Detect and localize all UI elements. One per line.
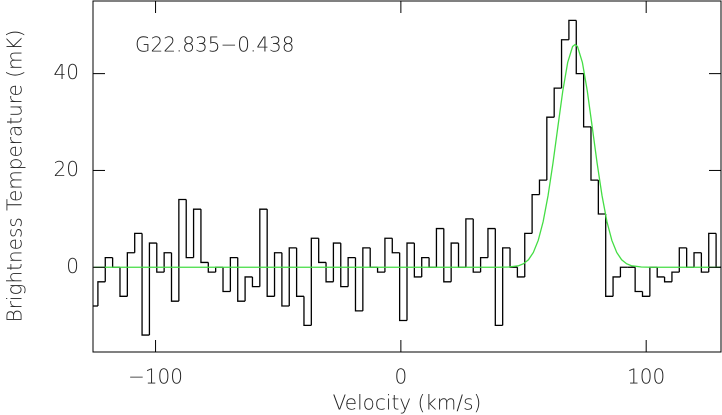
spectrum-step	[281, 252, 290, 307]
spectrum-step	[347, 256, 356, 287]
spectrum-step	[266, 209, 275, 297]
spectrum-step	[457, 243, 466, 268]
x-tick-label: 0	[395, 365, 408, 389]
spectrum-step	[560, 39, 569, 89]
spectrum-step	[178, 198, 187, 302]
spectrum-step	[619, 266, 628, 277]
spectrum-step	[413, 243, 422, 278]
spectrum-step	[134, 232, 143, 253]
spectrum-step	[509, 247, 518, 268]
spectrum-step	[708, 232, 717, 273]
fit-line	[94, 43, 720, 268]
spectrum-step	[318, 238, 327, 264]
y-tick-label: 0	[66, 254, 79, 278]
spectrum-step	[538, 179, 547, 195]
spectrum-step	[700, 252, 709, 273]
spectrum-step	[641, 291, 650, 297]
spectrum-step	[465, 218, 474, 268]
spectrum-step	[229, 256, 238, 292]
spectrum-step	[376, 267, 385, 273]
spectrum-step	[215, 266, 224, 273]
spectrum-step	[428, 257, 437, 268]
spectrum-step	[443, 228, 452, 283]
spectrum-step	[553, 87, 562, 118]
spectrum-step	[605, 214, 614, 297]
spectrum-step	[251, 276, 260, 288]
spectrum-step	[369, 247, 378, 268]
spectrum-step	[531, 194, 540, 234]
spectrum-step	[119, 267, 128, 297]
spectrum-step	[325, 262, 334, 283]
spectrum-step	[244, 276, 253, 302]
spectrum-step	[303, 296, 312, 327]
spectrum-step	[575, 20, 584, 75]
x-tick-label: −100	[128, 365, 183, 389]
spectrum-step	[340, 243, 349, 288]
spectrum-step	[200, 209, 209, 264]
spectrum-step	[207, 262, 216, 273]
annotation: G22.835−0.438	[135, 33, 295, 57]
plot-frame	[92, 0, 722, 353]
spectrum-step	[634, 267, 643, 293]
spectrum-step	[663, 276, 672, 283]
spectrum-step	[384, 237, 393, 273]
spectrum-step	[192, 208, 201, 258]
spectrum-step	[295, 247, 304, 297]
spectrum-step	[502, 247, 511, 326]
x-axis-label: Velocity (km/s)	[333, 391, 482, 415]
spectrum-step	[126, 252, 135, 297]
y-tick-label: 40	[54, 60, 79, 84]
spectrum-step	[472, 218, 481, 273]
spectrum-step	[546, 116, 555, 181]
spectrum-step	[237, 257, 246, 302]
spectrum-step	[163, 252, 172, 273]
spectrum-step	[185, 199, 194, 259]
spectrum-step	[487, 227, 496, 258]
spectrum-step	[656, 267, 665, 278]
spectrum-step	[170, 252, 179, 302]
spectrum-step	[288, 247, 297, 307]
spectrum-step	[354, 257, 363, 312]
spectrum-step	[111, 257, 120, 268]
spectrum-step	[97, 281, 106, 307]
spectrum-step	[362, 247, 371, 311]
y-tick-label: 20	[54, 157, 79, 181]
spectrum-step	[686, 247, 695, 268]
spectrum-step	[310, 237, 319, 326]
spectrum-step	[391, 238, 400, 254]
spectrum-step	[421, 256, 430, 277]
y-axis-label: Brightness Temperature (mK)	[3, 30, 27, 323]
plot-area	[93, 19, 721, 336]
spectrum-step	[104, 256, 113, 282]
spectrum-step	[582, 73, 591, 128]
spectrum-step	[671, 271, 680, 282]
spectrum-step	[494, 228, 503, 327]
spectrum-step	[612, 276, 621, 297]
spectrum-step	[273, 252, 282, 297]
x-tick-label: 100	[627, 365, 665, 389]
spectrum-step	[590, 126, 599, 181]
spectrum-step	[450, 242, 459, 282]
spectrum-step	[479, 256, 488, 273]
spectrum-step	[259, 208, 268, 287]
spectrum-step	[568, 19, 577, 40]
spectrum-step	[222, 267, 231, 293]
spectrum-step	[332, 242, 341, 282]
spectrum-step	[693, 252, 702, 268]
spectrum-step	[141, 233, 150, 336]
spectrum-step	[435, 227, 444, 268]
spectrum-step	[148, 242, 157, 336]
spectrum-step	[678, 247, 687, 273]
spectrum-step	[406, 242, 415, 321]
spectrum-step	[597, 180, 606, 215]
spectrum-step	[516, 267, 525, 278]
spectrum-step	[649, 266, 658, 297]
spectrum-step	[156, 243, 165, 273]
spectrum-step	[398, 252, 407, 322]
